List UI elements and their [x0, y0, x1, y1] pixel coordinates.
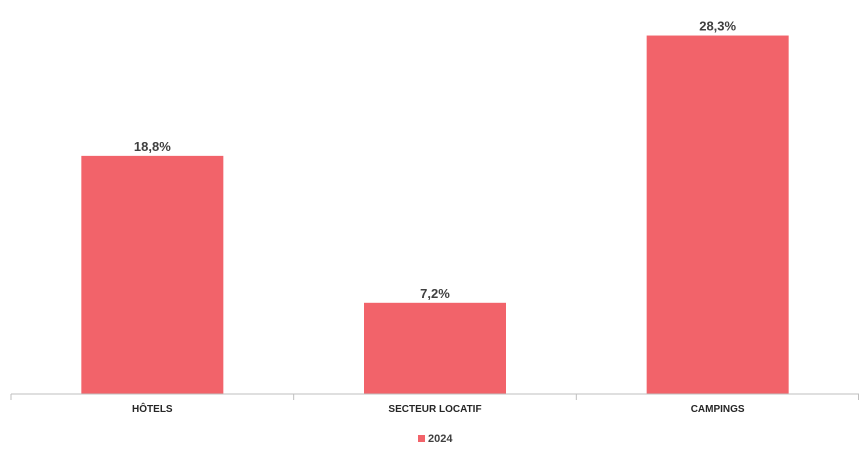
category-labels-group: HÔTELS SECTEUR LOCATIF CAMPINGS — [132, 402, 745, 415]
data-label-0: 18,8% — [134, 139, 171, 154]
category-label-0: HÔTELS — [132, 402, 173, 415]
legend-swatch — [418, 435, 425, 442]
data-label-2: 28,3% — [699, 19, 736, 34]
legend: 2024 — [418, 433, 453, 445]
x-axis-ticks — [10, 394, 859, 400]
data-label-1: 7,2% — [420, 286, 450, 301]
bar-1 — [364, 302, 506, 394]
bar-2 — [646, 35, 789, 395]
bars-group — [81, 35, 789, 395]
value-labels-group: 18,8% 7,2% 28,3% — [134, 19, 737, 301]
bar-0 — [81, 155, 224, 394]
category-label-2: CAMPINGS — [691, 404, 745, 415]
category-label-1: SECTEUR LOCATIF — [388, 404, 481, 415]
legend-label: 2024 — [428, 433, 453, 445]
